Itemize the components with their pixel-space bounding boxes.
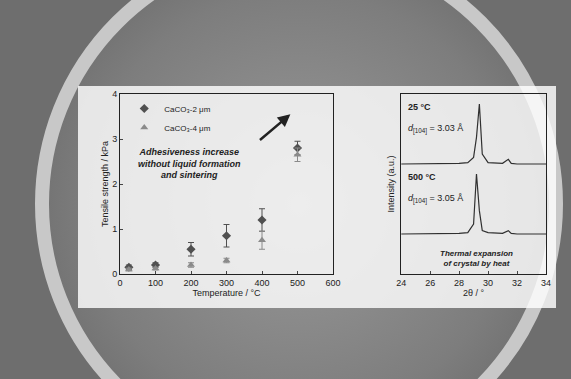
svg-text:CaCO₃-2 μm: CaCO₃-2 μm bbox=[164, 105, 210, 114]
svg-text:32: 32 bbox=[512, 278, 522, 288]
svg-text:200: 200 bbox=[183, 278, 198, 288]
svg-text:Adhesiveness increasewithout l: Adhesiveness increasewithout liquid form… bbox=[138, 147, 241, 180]
svg-text:Tensile strength / kPa: Tensile strength / kPa bbox=[100, 141, 110, 227]
svg-text:3: 3 bbox=[112, 134, 117, 144]
svg-text:d​[104]​ = 3.05 Å: d​[104]​ = 3.05 Å bbox=[408, 193, 463, 205]
svg-text:500 °C: 500 °C bbox=[408, 172, 436, 182]
svg-text:26: 26 bbox=[425, 278, 435, 288]
svg-text:d​[104]​ = 3.03 Å: d​[104]​ = 3.03 Å bbox=[408, 123, 463, 135]
svg-text:2θ / °: 2θ / ° bbox=[463, 288, 485, 298]
svg-text:400: 400 bbox=[254, 278, 269, 288]
svg-text:25 °C: 25 °C bbox=[408, 102, 431, 112]
svg-text:0: 0 bbox=[117, 278, 122, 288]
svg-text:0: 0 bbox=[112, 269, 117, 279]
svg-text:24: 24 bbox=[396, 278, 406, 288]
svg-text:100: 100 bbox=[148, 278, 163, 288]
svg-text:28: 28 bbox=[454, 278, 464, 288]
svg-text:Thermal expansionof crystal by: Thermal expansionof crystal by heat bbox=[440, 249, 513, 268]
svg-text:30: 30 bbox=[483, 278, 493, 288]
svg-text:34: 34 bbox=[541, 278, 551, 288]
svg-text:4: 4 bbox=[112, 89, 117, 99]
svg-text:2: 2 bbox=[112, 179, 117, 189]
svg-text:600: 600 bbox=[325, 278, 340, 288]
svg-text:CaCO₃-4 μm: CaCO₃-4 μm bbox=[164, 124, 210, 133]
svg-text:Intensity (a.u.): Intensity (a.u.) bbox=[386, 155, 396, 212]
svg-text:1: 1 bbox=[112, 224, 117, 234]
svg-text:500: 500 bbox=[290, 278, 305, 288]
svg-text:Temperature / °C: Temperature / °C bbox=[192, 288, 261, 298]
svg-text:300: 300 bbox=[219, 278, 234, 288]
